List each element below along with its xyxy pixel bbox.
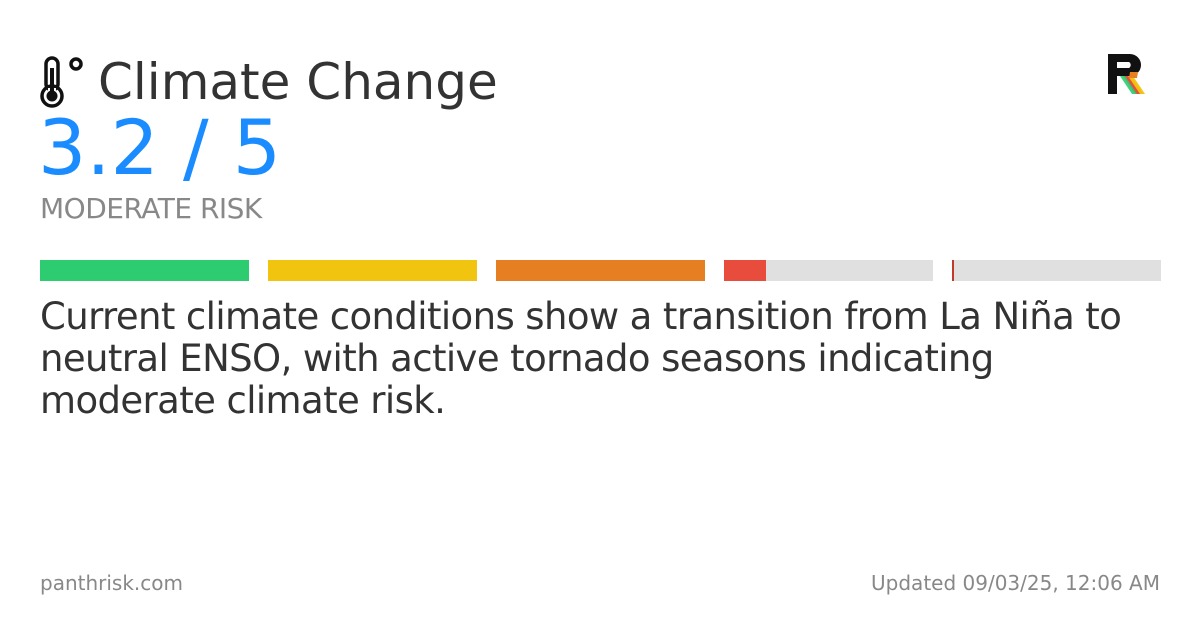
risk-scale-fill-4	[724, 260, 766, 281]
risk-level-label: MODERATE RISK	[40, 192, 262, 225]
risk-scale-fill-5	[952, 260, 954, 281]
thermometer-icon	[40, 54, 90, 110]
risk-scale-segment-1	[40, 260, 249, 281]
risk-scale-segment-3	[496, 260, 705, 281]
risk-scale-segment-4	[724, 260, 933, 281]
risk-score: 3.2 / 5	[38, 103, 282, 192]
panthrisk-logo-icon	[1106, 52, 1150, 96]
risk-description: Current climate conditions show a transi…	[40, 295, 1122, 422]
page-title: Climate Change	[98, 53, 498, 111]
risk-scale-segment-2	[268, 260, 477, 281]
risk-scale-fill-1	[40, 260, 249, 281]
updated-timestamp: Updated 09/03/25, 12:06 AM	[871, 571, 1160, 595]
risk-scale-fill-2	[268, 260, 477, 281]
title-row: Climate Change	[40, 50, 498, 114]
risk-scale-segment-5	[952, 260, 1161, 281]
site-link[interactable]: panthrisk.com	[40, 571, 183, 595]
risk-scale-fill-3	[496, 260, 705, 281]
risk-scale-bar	[40, 260, 1161, 281]
